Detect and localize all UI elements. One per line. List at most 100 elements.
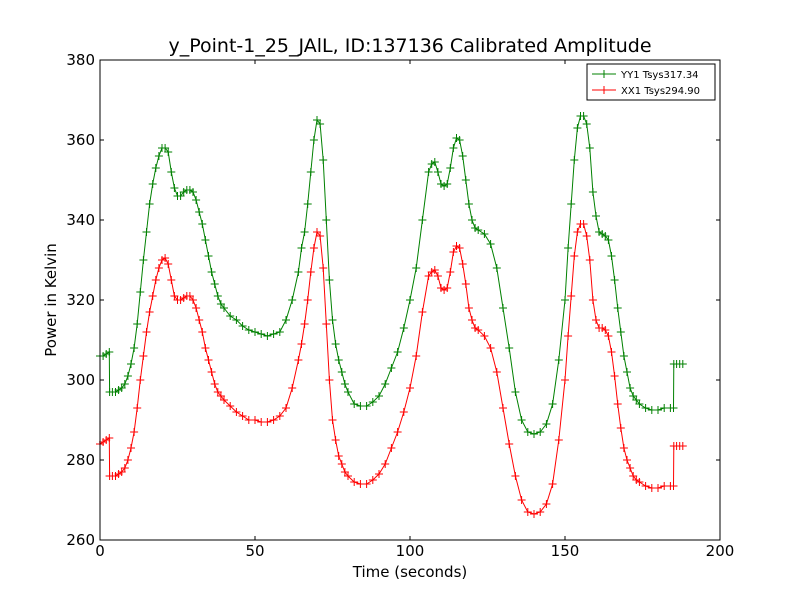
plot-frame: [99, 59, 721, 541]
data-point-xx1: [105, 434, 114, 442]
x-tick-label: 50: [245, 542, 264, 560]
data-point-yy1: [213, 292, 222, 300]
data-point-yy1: [564, 244, 573, 252]
data-point-yy1: [319, 156, 328, 164]
data-point-xx1: [573, 228, 582, 236]
data-point-xx1: [232, 408, 241, 416]
data-point-yy1: [511, 388, 520, 396]
data-point-yy1: [588, 188, 597, 196]
data-point-xx1: [530, 510, 538, 518]
data-point-yy1: [626, 384, 635, 392]
data-point-yy1: [567, 200, 576, 208]
data-point-xx1: [406, 384, 414, 392]
data-point-xx1: [582, 232, 591, 240]
data-point-yy1: [654, 406, 662, 414]
data-point-yy1: [294, 268, 303, 276]
data-point-xx1: [263, 418, 272, 426]
data-point-xx1: [548, 480, 557, 488]
data-point-xx1: [362, 480, 371, 488]
data-point-xx1: [554, 436, 563, 444]
data-point-xx1: [151, 276, 160, 284]
data-point-xx1: [480, 332, 489, 340]
data-point-xx1: [154, 264, 163, 272]
data-point-yy1: [561, 296, 569, 304]
data-point-yy1: [554, 356, 563, 364]
data-point-xx1: [337, 460, 346, 468]
data-point-yy1: [288, 296, 297, 304]
data-point-yy1: [499, 304, 507, 312]
data-point-xx1: [499, 404, 507, 412]
data-point-xx1: [275, 412, 284, 420]
data-point-yy1: [328, 316, 337, 324]
data-point-xx1: [120, 464, 129, 472]
data-point-xx1: [449, 248, 458, 256]
data-point-yy1: [164, 148, 173, 156]
data-point-yy1: [257, 330, 266, 338]
data-point-xx1: [161, 254, 170, 262]
data-point-xx1: [585, 256, 594, 264]
data-point-yy1: [430, 158, 439, 166]
data-point-xx1: [145, 308, 154, 316]
data-point-xx1: [142, 328, 151, 336]
data-point-xx1: [316, 232, 325, 240]
data-point-yy1: [120, 380, 129, 388]
data-point-yy1: [136, 288, 145, 296]
data-point-xx1: [579, 220, 588, 228]
data-point-yy1: [449, 144, 458, 152]
data-point-yy1: [536, 428, 545, 436]
data-point-xx1: [418, 308, 427, 316]
data-point-xx1: [238, 412, 247, 420]
data-point-xx1: [148, 292, 157, 300]
data-point-yy1: [570, 156, 579, 164]
data-point-xx1: [207, 368, 216, 376]
data-point-xx1: [458, 260, 467, 268]
data-point-xx1: [505, 440, 514, 448]
data-point-yy1: [297, 244, 306, 252]
data-point-yy1: [542, 420, 551, 428]
data-point-xx1: [610, 372, 619, 380]
data-point-yy1: [362, 402, 371, 410]
data-point-xx1: [393, 428, 402, 436]
data-point-yy1: [492, 264, 501, 272]
data-point-yy1: [139, 256, 148, 264]
data-point-yy1: [303, 200, 312, 208]
data-point-yy1: [607, 252, 616, 260]
data-point-xx1: [294, 356, 303, 364]
chart-title: y_Point-1_25_JAlL, ID:137136 Calibrated …: [168, 35, 651, 57]
data-point-xx1: [195, 316, 204, 324]
data-point-xx1: [468, 316, 476, 324]
series-yy1: [96, 112, 687, 438]
data-point-yy1: [592, 212, 600, 220]
x-tick-label: 100: [396, 542, 425, 560]
data-point-xx1: [381, 460, 390, 468]
data-point-yy1: [517, 416, 526, 424]
data-point-xx1: [641, 482, 650, 490]
data-point-xx1: [306, 268, 315, 276]
data-point-xx1: [613, 400, 622, 408]
data-point-yy1: [381, 380, 390, 388]
data-point-yy1: [604, 236, 613, 244]
data-point-xx1: [334, 452, 343, 460]
data-point-yy1: [334, 356, 343, 364]
data-point-yy1: [148, 180, 157, 188]
data-point-yy1: [244, 326, 253, 334]
data-point-xx1: [288, 384, 297, 392]
data-point-yy1: [619, 352, 628, 360]
plot-area: 0 50 100 150 200 260 280 300 320 340 360 380: [66, 51, 734, 560]
data-point-yy1: [251, 328, 259, 336]
data-point-yy1: [123, 372, 132, 380]
data-point-yy1: [641, 404, 650, 412]
data-point-xx1: [430, 266, 439, 274]
data-point-yy1: [480, 230, 489, 238]
data-point-yy1: [316, 120, 325, 128]
legend-box: [586, 63, 716, 101]
data-point-xx1: [601, 326, 610, 334]
data-point-xx1: [297, 340, 306, 348]
data-point-xx1: [192, 304, 201, 312]
data-point-yy1: [582, 120, 591, 128]
series-xx1: [96, 220, 687, 518]
data-point-xx1: [511, 472, 520, 480]
data-point-xx1: [542, 500, 551, 508]
legend-label-xx1: XX1 Tsys294.90: [621, 86, 700, 97]
data-point-yy1: [446, 164, 455, 172]
